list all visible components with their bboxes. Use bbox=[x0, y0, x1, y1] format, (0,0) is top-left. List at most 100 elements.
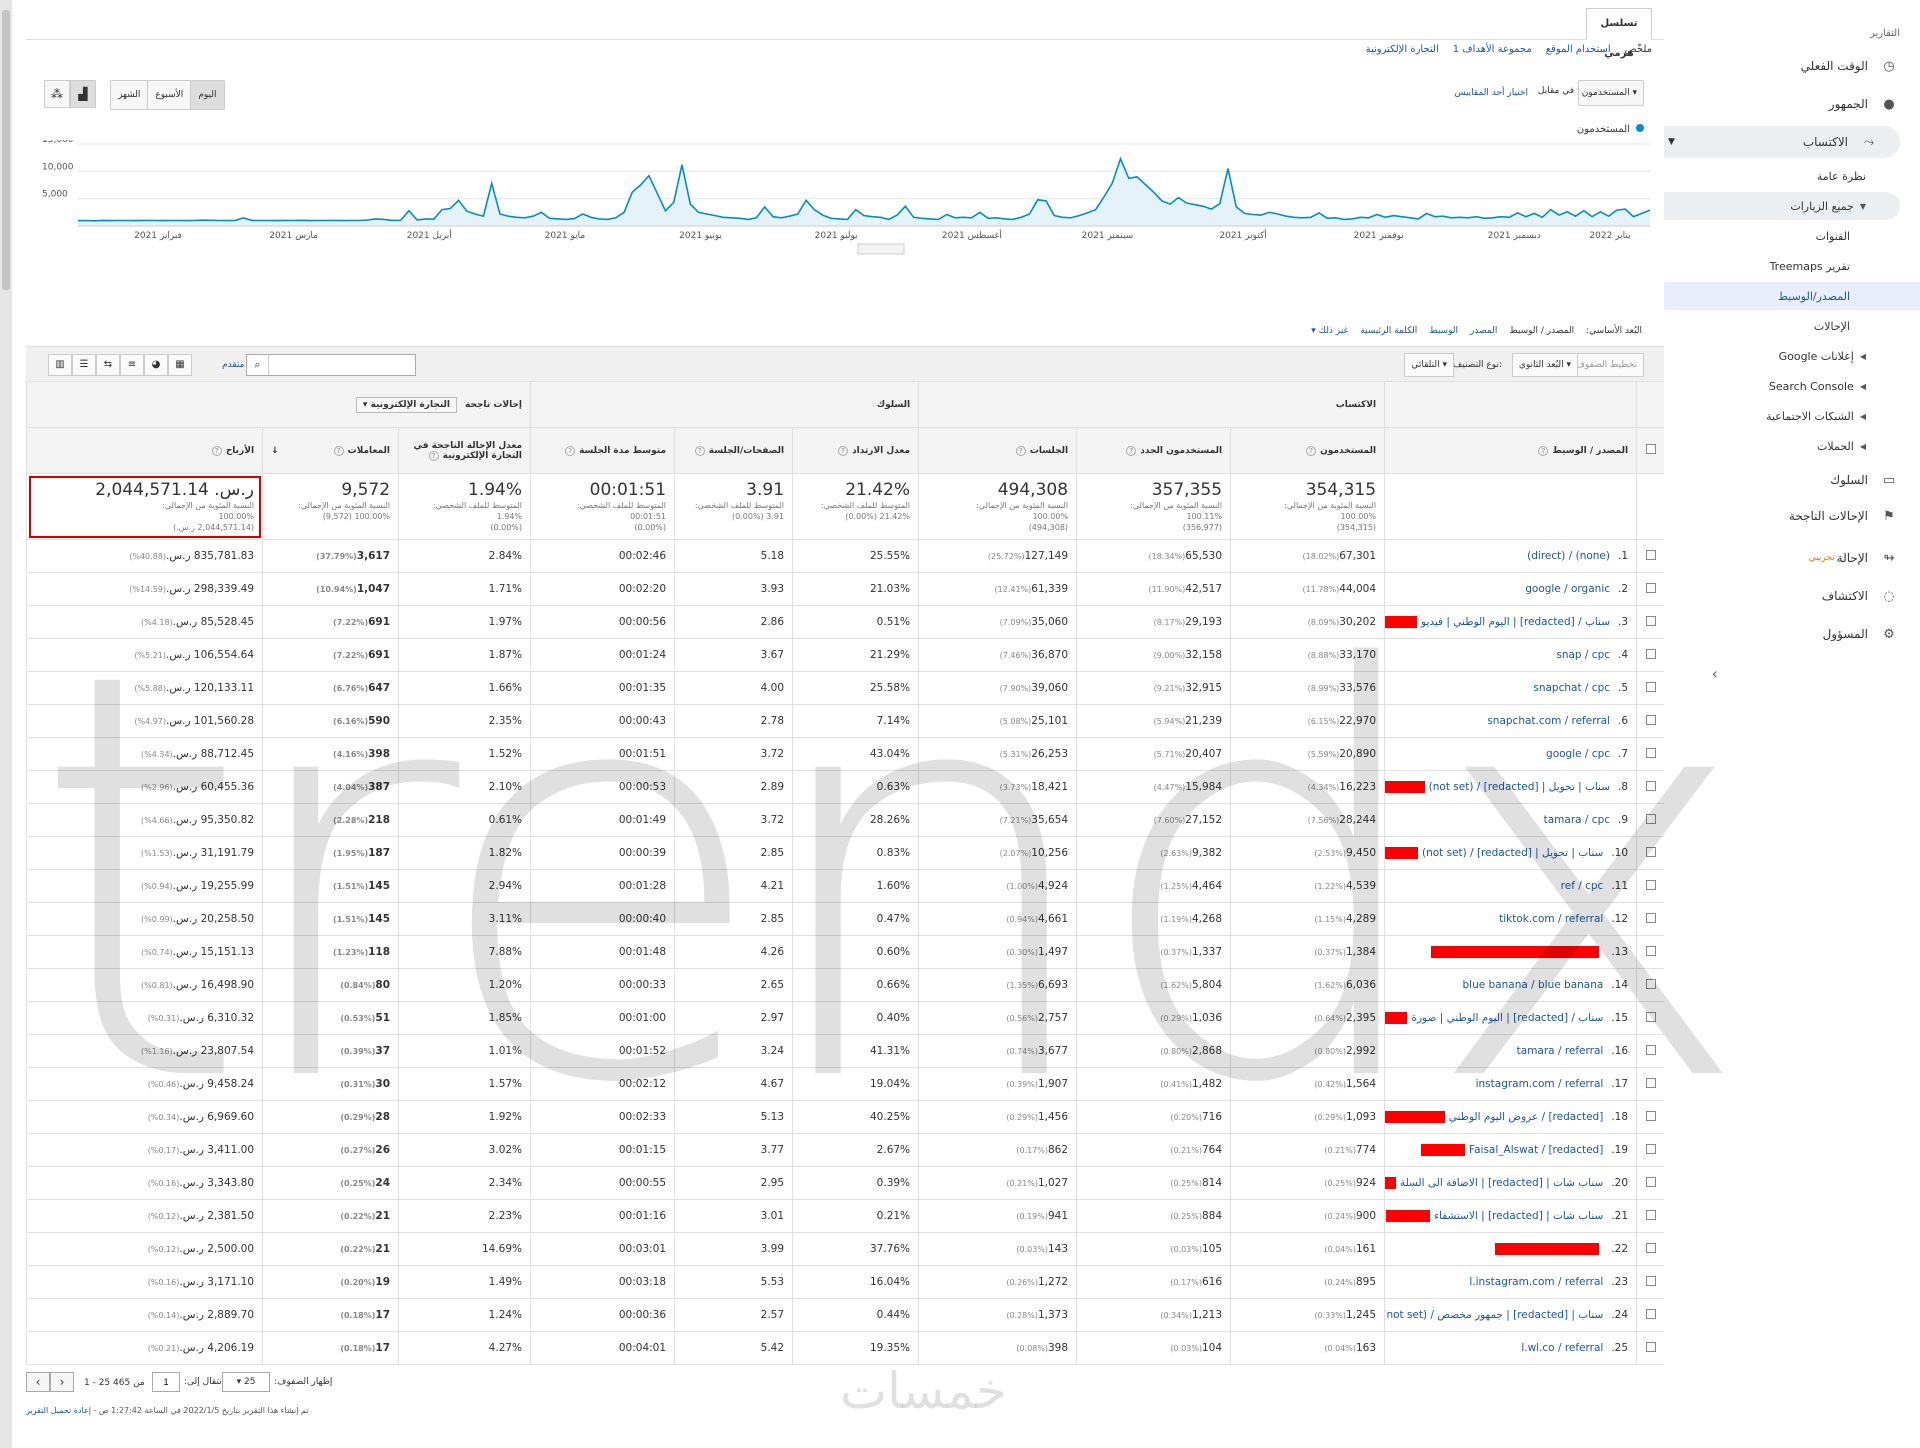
subtab-goal-set[interactable]: مجموعة الأهداف 1 bbox=[1452, 44, 1532, 55]
table-row[interactable]: 16.tamara / referral 2,992(0.80%) 2,868(0.… bbox=[25, 1034, 1666, 1068]
row-checkbox[interactable] bbox=[1645, 615, 1656, 626]
source-medium-cell[interactable]: 7. google / cpc bbox=[1384, 737, 1638, 771]
table-row[interactable]: 1.(none) / (direct) 67,301(18.02%) 65,530(… bbox=[25, 539, 1666, 573]
plot-rows-button[interactable]: تخطيط الصفوف bbox=[1568, 353, 1644, 377]
period-month[interactable]: الشهر bbox=[111, 81, 148, 109]
tab-explorer[interactable]: تسلسل هرمي bbox=[1586, 8, 1652, 59]
metric-select[interactable]: المستخدمون ▾ bbox=[1578, 80, 1644, 106]
source-medium-cell[interactable]: 2. google / organic bbox=[1384, 572, 1638, 606]
table-row[interactable]: 5.snapchat / cpc 33,576(8.99%) 32,915(9.21… bbox=[25, 671, 1666, 705]
row-checkbox[interactable] bbox=[1645, 1275, 1656, 1286]
help-icon[interactable]: ? bbox=[694, 445, 705, 456]
row-checkbox[interactable] bbox=[1645, 1341, 1656, 1352]
col-avg-session-duration[interactable]: متوسط مدة الجلسة? bbox=[530, 427, 676, 474]
source-medium-cell[interactable]: 12. tiktok.com / referral bbox=[1384, 902, 1638, 936]
sidebar-item-audience[interactable]: ● الجمهور bbox=[1664, 88, 1920, 120]
chart-resize-handle[interactable] bbox=[857, 243, 905, 255]
sidebar-item-acquisition[interactable]: ▼ ⤳ الاكتساب bbox=[1664, 126, 1900, 158]
source-medium-cell[interactable]: 6. snapchat.com / referral bbox=[1384, 704, 1638, 738]
table-row[interactable]: 21.سناب شات | [redacted] | الاستشفاء 900(… bbox=[25, 1199, 1666, 1233]
col-bounce-rate[interactable]: معدل الارتداد? bbox=[792, 427, 920, 474]
source-medium-cell[interactable]: 13. bbox=[1384, 935, 1638, 969]
table-row[interactable]: 24. سناب | [redacted] | جمهور مخصص / (not… bbox=[25, 1298, 1666, 1332]
sidebar-sub-referrals[interactable]: الإحالات bbox=[1813, 319, 1850, 333]
row-checkbox[interactable] bbox=[1645, 1242, 1656, 1253]
table-row[interactable]: 11.ref / cpc 4,539(1.22%) 4,464(1.25%) 4,92… bbox=[25, 869, 1666, 903]
row-checkbox[interactable] bbox=[1645, 912, 1656, 923]
comparison-view-icon[interactable]: ⇆ bbox=[96, 354, 120, 376]
series-line[interactable] bbox=[77, 156, 1651, 222]
source-medium-cell[interactable]: 24. سناب | [redacted] | جمهور مخصص / (not… bbox=[1384, 1298, 1638, 1332]
source-medium-cell[interactable]: 10. سناب | تحويل | [redacted] / (not set) bbox=[1384, 836, 1638, 870]
scrollbar-thumb[interactable] bbox=[2, 10, 10, 290]
sidebar-sub-campaigns[interactable]: ◀ الحملات bbox=[1664, 432, 1920, 460]
row-checkbox[interactable] bbox=[1645, 1308, 1656, 1319]
subtab-summary[interactable]: ملخّص bbox=[1624, 44, 1652, 55]
reload-report-link[interactable]: إعادة تحميل التقرير bbox=[26, 1406, 91, 1415]
table-row[interactable]: 3. سناب / [redacted] | اليوم الوطني | فيد… bbox=[25, 605, 1666, 639]
help-icon[interactable]: ? bbox=[565, 445, 576, 456]
row-checkbox[interactable] bbox=[1645, 1110, 1656, 1121]
table-row[interactable]: 18.[redacted] / عروض اليوم الوطني 1,093(0… bbox=[25, 1100, 1666, 1134]
source-medium-cell[interactable]: 22. bbox=[1384, 1232, 1638, 1266]
col-pages-per-session[interactable]: الصفحات/الجلسة? bbox=[674, 427, 794, 474]
row-checkbox[interactable] bbox=[1645, 945, 1656, 956]
motion-chart-icon[interactable]: ⁂ bbox=[44, 80, 70, 108]
choose-metric-link[interactable]: اختيار أحد المقاييس bbox=[1454, 88, 1528, 98]
row-checkbox[interactable] bbox=[1645, 1209, 1656, 1220]
source-medium-cell[interactable]: 3. سناب / [redacted] | اليوم الوطني | فيد… bbox=[1384, 605, 1638, 639]
table-row[interactable]: 14.blue banana / blue banana 6,036(1.62%)… bbox=[25, 968, 1666, 1002]
source-medium-cell[interactable]: 9. tamara / cpc bbox=[1384, 803, 1638, 837]
col-new-users[interactable]: المستخدمون الجدد? bbox=[1076, 427, 1232, 474]
rows-per-page-select[interactable]: 25 ▾ bbox=[222, 1372, 270, 1392]
sidebar-sub-channels[interactable]: القنوات bbox=[1815, 229, 1850, 243]
subtab-ecommerce[interactable]: التجارة الإلكترونية bbox=[1365, 44, 1439, 55]
dimension-other[interactable]: غير ذلك ▾ bbox=[1311, 326, 1349, 336]
table-row[interactable]: 25.l.wl.co / referral 163(0.04%) 104(0.03%… bbox=[25, 1331, 1666, 1365]
help-icon[interactable]: ? bbox=[837, 445, 848, 456]
help-icon[interactable]: ? bbox=[428, 450, 439, 461]
term-cloud-icon[interactable]: ☰ bbox=[72, 354, 96, 376]
table-row[interactable]: 20. سناب شات | [redacted] | الاضافة الى ا… bbox=[25, 1166, 1666, 1200]
table-row[interactable]: 8. سناب | تحويل | [redacted] / (not set) 1… bbox=[25, 770, 1666, 804]
table-row[interactable]: 17.instagram.com / referral 1,564(0.42%) 1… bbox=[25, 1067, 1666, 1101]
row-checkbox[interactable] bbox=[1645, 549, 1656, 560]
window-scrollbar[interactable] bbox=[0, 0, 12, 1448]
table-row[interactable]: 12.tiktok.com / referral 4,289(1.15%) 4,26… bbox=[25, 902, 1666, 936]
row-checkbox[interactable] bbox=[1645, 1143, 1656, 1154]
sidebar-item-realtime[interactable]: ◷ الوقت الفعلي bbox=[1664, 50, 1920, 82]
table-row[interactable]: 6.snapchat.com / referral 22,970(6.15%) 21… bbox=[25, 704, 1666, 738]
expand-sidebar-icon[interactable]: › bbox=[1711, 664, 1718, 683]
sidebar-item-conversions[interactable]: ⚑ الإحالات الناجحة bbox=[1664, 500, 1920, 532]
source-medium-cell[interactable]: 8. سناب | تحويل | [redacted] / (not set) bbox=[1384, 770, 1638, 804]
sidebar-sub-all-traffic[interactable]: ▼ جميع الزيارات bbox=[1664, 192, 1900, 220]
sidebar-sub-social[interactable]: ◀ الشبكات الاجتماعية bbox=[1664, 402, 1920, 430]
sidebar-sub-overview[interactable]: نظرة عامة bbox=[1816, 169, 1866, 183]
source-medium-cell[interactable]: 20. سناب شات | [redacted] | الاضافة الى ا… bbox=[1384, 1166, 1638, 1200]
source-medium-cell[interactable]: 25. l.wl.co / referral bbox=[1384, 1331, 1638, 1365]
line-chart-icon[interactable]: ▟ bbox=[70, 80, 96, 108]
table-row[interactable]: 4.snap / cpc 33,170(8.88%) 32,158(9.00%) 36… bbox=[25, 638, 1666, 672]
row-checkbox[interactable] bbox=[1645, 714, 1656, 725]
source-medium-cell[interactable]: 18. [redacted] / عروض اليوم الوطني bbox=[1384, 1100, 1638, 1134]
col-revenue[interactable]: الأرباح? bbox=[25, 427, 264, 474]
source-medium-cell[interactable]: 17. instagram.com / referral bbox=[1384, 1067, 1638, 1101]
table-row[interactable]: 10. سناب | تحويل | [redacted] / (not set)… bbox=[25, 836, 1666, 870]
help-icon[interactable]: ? bbox=[1126, 445, 1137, 456]
sidebar-sub-source-medium[interactable]: المصدر/الوسيط bbox=[1664, 282, 1920, 310]
help-icon[interactable]: ? bbox=[1015, 445, 1026, 456]
source-medium-cell[interactable]: 14. blue banana / blue banana bbox=[1384, 968, 1638, 1002]
search-icon[interactable]: ⌕ bbox=[247, 355, 269, 375]
pie-view-icon[interactable]: ◕ bbox=[144, 354, 168, 376]
table-row[interactable]: 7.google / cpc 20,890(5.59%) 20,407(5.71%)… bbox=[25, 737, 1666, 771]
dimension-source-medium[interactable]: المصدر / الوسيط bbox=[1509, 326, 1575, 336]
table-row[interactable]: 2.google / organic 44,004(11.78%) 42,517(1… bbox=[25, 572, 1666, 606]
row-checkbox[interactable] bbox=[1645, 813, 1656, 824]
secondary-dimension-select[interactable]: البُعد الثانوي ▾ bbox=[1511, 353, 1578, 377]
col-users[interactable]: المستخدمون? bbox=[1230, 427, 1386, 474]
dimension-medium[interactable]: الوسيط bbox=[1429, 326, 1458, 336]
advanced-filter-link[interactable]: متقدم bbox=[222, 360, 245, 370]
col-transactions[interactable]: ↓ المعاملات? bbox=[262, 427, 400, 474]
row-checkbox[interactable] bbox=[1645, 1176, 1656, 1187]
conversion-select[interactable]: التجارة الإلكترونية ▾ bbox=[355, 396, 457, 413]
